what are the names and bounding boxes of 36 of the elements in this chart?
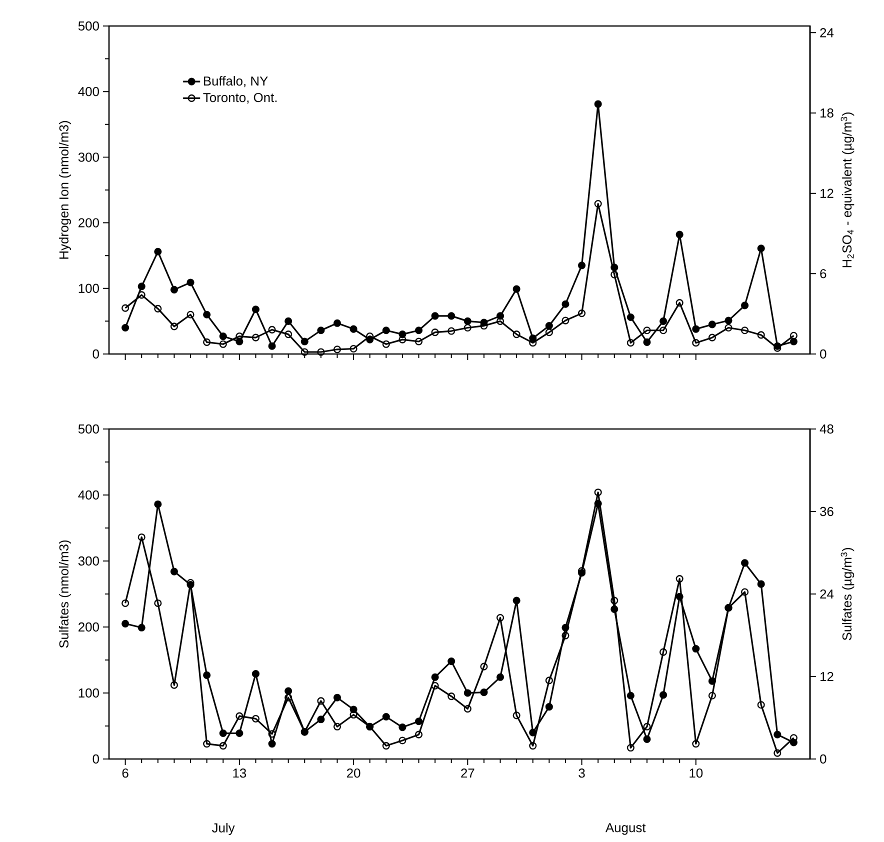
y2-tick-label: 0	[820, 754, 826, 764]
y2-tick-label: 36	[820, 506, 834, 516]
y-axis-title: Hydrogen Ion (nmol/m3)	[58, 120, 72, 259]
y-tick-label: 300	[78, 556, 99, 566]
y-axis-title: Sulfates (nmol/m3)	[58, 540, 72, 648]
y-tick-label: 500	[78, 21, 99, 31]
y2-tick-label: 0	[820, 349, 826, 359]
x-tick-label: 10	[690, 768, 703, 778]
y-tick-label: 400	[78, 490, 99, 500]
y2-tick-label: 18	[820, 108, 834, 118]
y2-tick-label: 48	[820, 424, 834, 434]
y2-tick-label: 12	[820, 188, 834, 198]
y-tick-label: 200	[78, 622, 99, 632]
x-tick-label: 13	[233, 768, 246, 778]
y2-tick-label: 24	[820, 589, 834, 599]
y-tick-label: 200	[78, 218, 99, 228]
y-tick-label: 0	[92, 349, 99, 359]
text: July	[212, 822, 235, 836]
legend-label: Toronto, Ont.	[203, 92, 277, 104]
text: August	[605, 823, 646, 835]
x-tick-label: 6	[122, 768, 128, 778]
y2-axis-title: Sulfates (µg/m$^{3}$)	[840, 548, 854, 640]
y-tick-label: 400	[78, 87, 99, 96]
y-tick-label: 100	[78, 284, 99, 293]
legend-label: Buffalo, NY	[204, 76, 268, 88]
x-tick-label: 27	[461, 768, 474, 778]
y2-axis-title: H$_{2}$SO$_{4}$ - equivalent (µg/m$^{3}$)	[840, 112, 854, 268]
x-tick-label: 20	[346, 768, 360, 778]
y-tick-label: 300	[78, 152, 99, 162]
x-tick-label: 3	[578, 768, 585, 778]
y2-tick-label: 12	[820, 672, 834, 682]
y-tick-label: 500	[78, 424, 99, 434]
y2-tick-label: 24	[820, 28, 834, 38]
y-tick-label: 100	[78, 688, 99, 698]
y2-tick-label: 6	[820, 269, 826, 278]
y-tick-label: 0	[92, 754, 99, 764]
